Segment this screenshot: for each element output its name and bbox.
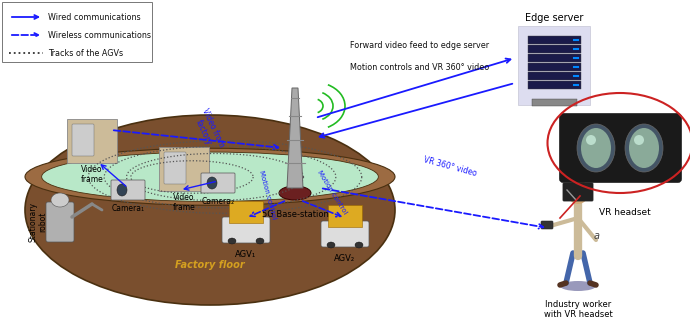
FancyBboxPatch shape xyxy=(201,173,235,193)
FancyBboxPatch shape xyxy=(527,54,580,62)
FancyBboxPatch shape xyxy=(46,202,74,242)
Ellipse shape xyxy=(117,184,127,196)
Ellipse shape xyxy=(228,238,236,244)
Ellipse shape xyxy=(25,148,395,205)
FancyBboxPatch shape xyxy=(72,124,94,156)
Ellipse shape xyxy=(581,128,611,168)
Text: a: a xyxy=(594,231,600,241)
Text: VR headset: VR headset xyxy=(599,208,651,217)
Ellipse shape xyxy=(207,177,217,189)
Text: Video from
factory: Video from factory xyxy=(190,107,226,153)
Ellipse shape xyxy=(560,281,596,291)
Text: Motion control: Motion control xyxy=(316,169,348,215)
FancyBboxPatch shape xyxy=(518,26,590,105)
FancyBboxPatch shape xyxy=(2,2,152,62)
Text: Camera₂: Camera₂ xyxy=(201,197,235,206)
Text: Stationary
robot: Stationary robot xyxy=(28,202,48,242)
Text: VR 360° video: VR 360° video xyxy=(422,155,477,178)
Ellipse shape xyxy=(327,242,335,248)
Ellipse shape xyxy=(256,238,264,244)
FancyBboxPatch shape xyxy=(328,205,362,227)
FancyBboxPatch shape xyxy=(159,147,209,191)
Ellipse shape xyxy=(577,124,615,172)
Text: Motion control: Motion control xyxy=(257,170,277,220)
Ellipse shape xyxy=(586,135,596,145)
FancyBboxPatch shape xyxy=(527,81,580,89)
Text: 5G Base-station: 5G Base-station xyxy=(262,210,328,219)
Text: Tracks of the AGVs: Tracks of the AGVs xyxy=(48,48,123,57)
FancyBboxPatch shape xyxy=(111,180,145,200)
Ellipse shape xyxy=(567,180,589,204)
FancyBboxPatch shape xyxy=(560,114,681,182)
Ellipse shape xyxy=(355,242,363,248)
Text: Wireless communications: Wireless communications xyxy=(48,30,151,39)
Text: Industry worker
with VR headset: Industry worker with VR headset xyxy=(544,300,613,319)
Text: Motion controls and VR 360° video: Motion controls and VR 360° video xyxy=(351,63,490,72)
Text: Wired communications: Wired communications xyxy=(48,13,141,22)
Polygon shape xyxy=(287,88,303,188)
Text: AGV₂: AGV₂ xyxy=(335,254,355,263)
Text: Edge server: Edge server xyxy=(525,13,583,23)
Text: Video
frame: Video frame xyxy=(81,165,104,184)
FancyBboxPatch shape xyxy=(541,221,553,229)
Ellipse shape xyxy=(279,186,311,200)
Text: Camera₁: Camera₁ xyxy=(112,204,144,213)
Text: Factory floor: Factory floor xyxy=(175,260,245,270)
FancyBboxPatch shape xyxy=(527,36,580,44)
FancyBboxPatch shape xyxy=(229,201,263,223)
Text: AGV₁: AGV₁ xyxy=(235,250,257,259)
Ellipse shape xyxy=(629,128,659,168)
FancyBboxPatch shape xyxy=(527,63,580,71)
Text: Video
frame: Video frame xyxy=(172,193,195,213)
Ellipse shape xyxy=(625,124,663,172)
FancyBboxPatch shape xyxy=(531,99,577,106)
Ellipse shape xyxy=(41,152,378,202)
FancyBboxPatch shape xyxy=(527,72,580,80)
FancyBboxPatch shape xyxy=(321,221,369,247)
Ellipse shape xyxy=(25,115,395,305)
FancyBboxPatch shape xyxy=(563,183,593,201)
FancyBboxPatch shape xyxy=(164,152,186,184)
FancyBboxPatch shape xyxy=(527,45,580,53)
FancyBboxPatch shape xyxy=(67,119,117,163)
Ellipse shape xyxy=(51,193,69,207)
Ellipse shape xyxy=(634,135,644,145)
FancyBboxPatch shape xyxy=(222,217,270,243)
Text: Forward video feed to edge server: Forward video feed to edge server xyxy=(351,41,490,50)
